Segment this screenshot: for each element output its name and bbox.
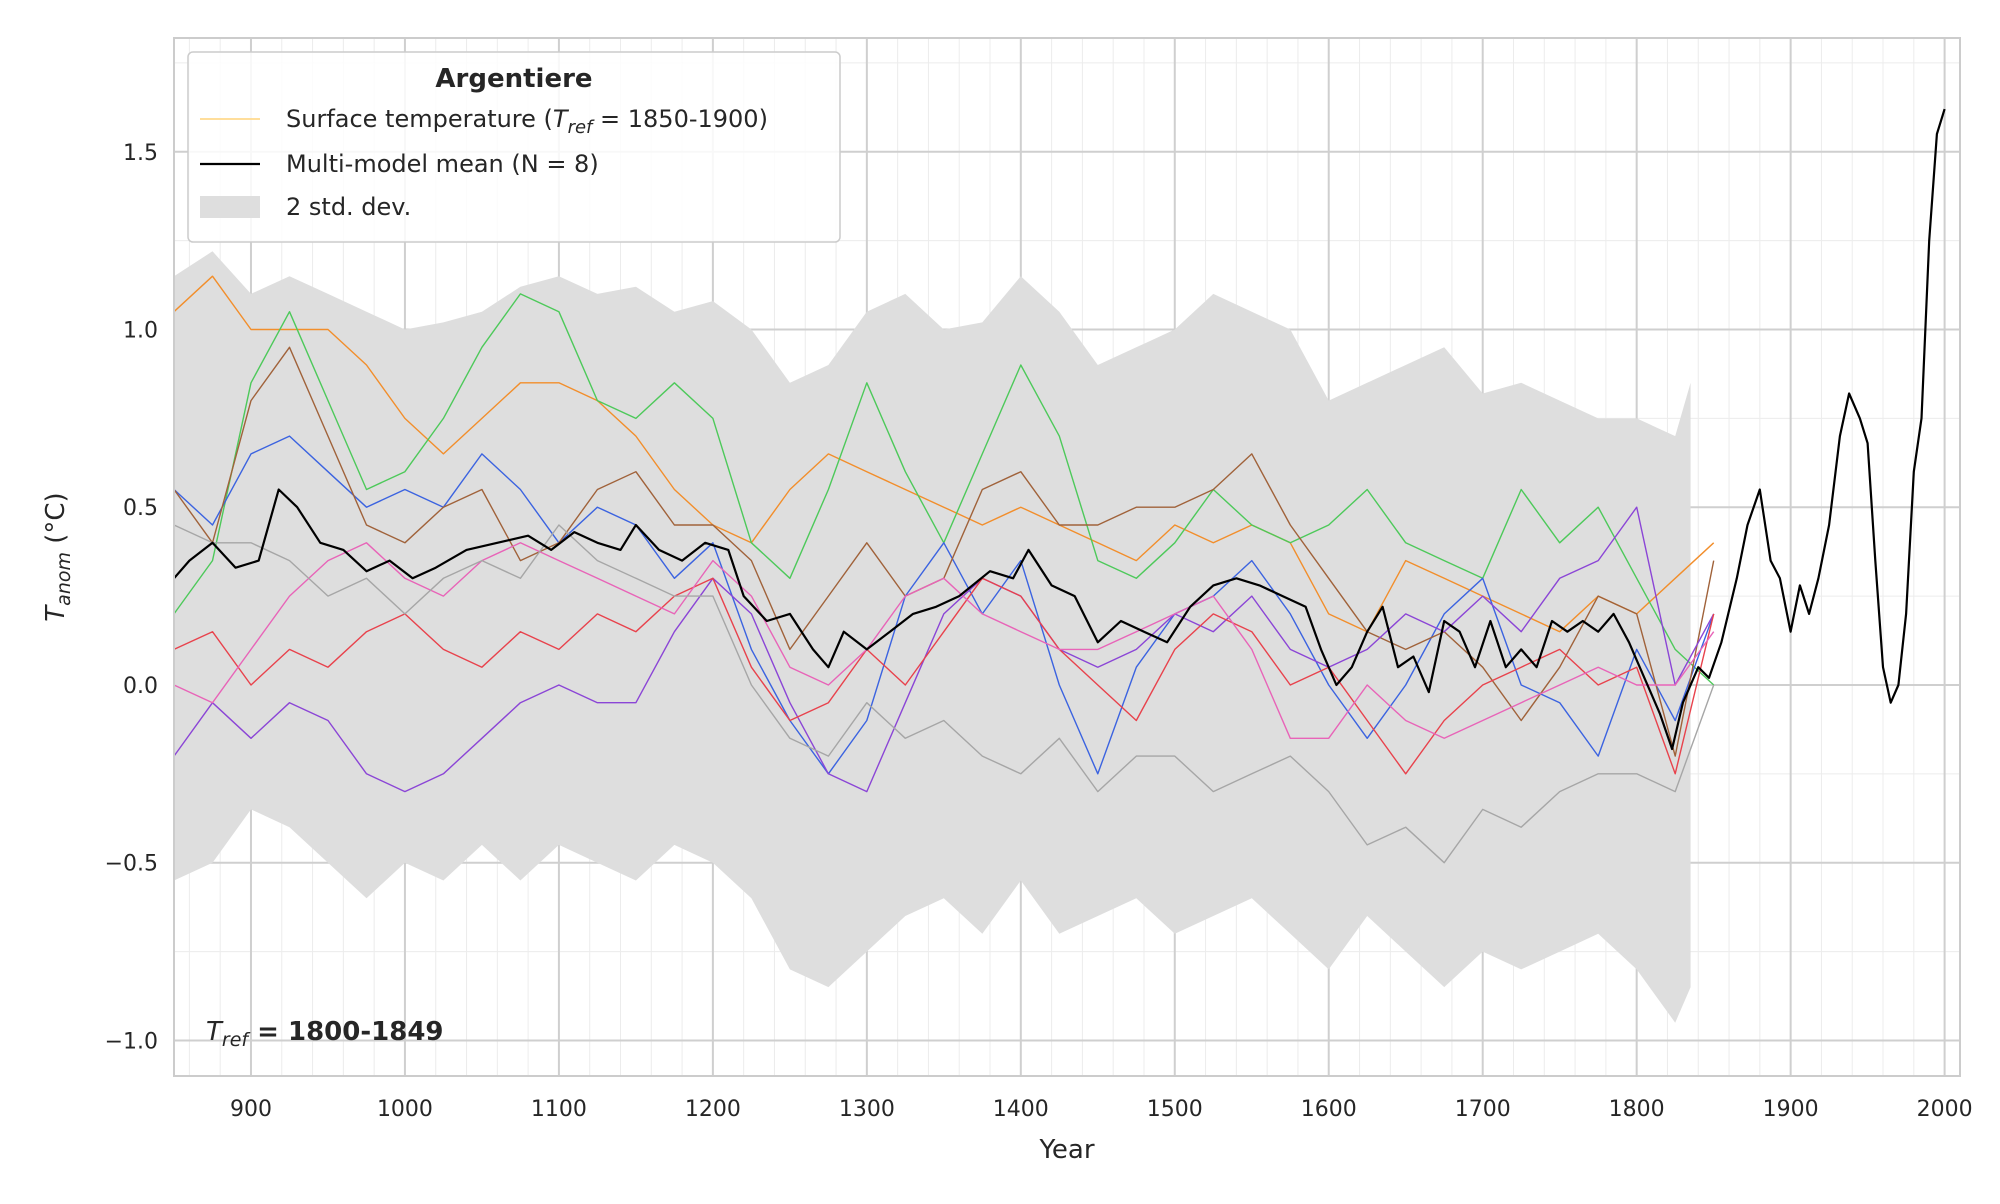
tref-annotation-period: = 1800-1849 bbox=[248, 1017, 443, 1047]
y-axis-label: Tanom (°C) bbox=[41, 492, 75, 621]
legend-label-surface-subscript: ref bbox=[568, 117, 595, 138]
legend-label-surface-symbol: T bbox=[553, 105, 570, 133]
legend: Argentiere Surface temperature (Tref = 1… bbox=[187, 51, 841, 243]
x-tick-label: 2000 bbox=[1917, 1097, 1973, 1122]
model-series-6 bbox=[173, 577, 1715, 775]
model-series-1 bbox=[173, 275, 1715, 633]
x-tick-label: 1800 bbox=[1609, 1097, 1665, 1122]
legend-label-surface-pre: Surface temperature ( bbox=[286, 105, 553, 133]
std-band-layer bbox=[174, 251, 1691, 1023]
y-axis-label-subscript: anom bbox=[53, 552, 75, 606]
x-tick-label: 1200 bbox=[685, 1097, 741, 1122]
legend-label-std-dev: 2 std. dev. bbox=[286, 193, 411, 221]
legend-title: Argentiere bbox=[435, 64, 592, 94]
legend-box bbox=[187, 51, 841, 243]
x-tick-label: 1500 bbox=[1147, 1097, 1203, 1122]
legend-swatch-std-dev bbox=[200, 196, 260, 218]
y-tick-label: −0.5 bbox=[105, 852, 158, 877]
x-tick-label: 1400 bbox=[993, 1097, 1049, 1122]
x-tick-label: 1900 bbox=[1763, 1097, 1819, 1122]
y-tick-labels: −1.0 −0.5 0.0 0.5 1.0 1.5 bbox=[105, 141, 158, 1055]
model-series-8 bbox=[173, 524, 1715, 864]
model-series-3 bbox=[173, 435, 1715, 775]
x-tick-label: 1700 bbox=[1455, 1097, 1511, 1122]
series-layer bbox=[173, 275, 1715, 864]
y-tick-label: −1.0 bbox=[105, 1029, 158, 1054]
mean-layer bbox=[173, 108, 1946, 751]
x-tick-label: 1000 bbox=[377, 1097, 433, 1122]
std-band bbox=[174, 251, 1691, 1023]
legend-label-multi-model-mean: Multi-model mean (N = 8) bbox=[286, 150, 599, 178]
y-tick-label: 0.0 bbox=[123, 674, 158, 699]
y-tick-label: 1.5 bbox=[123, 141, 158, 166]
tref-annotation-subscript: ref bbox=[222, 1029, 252, 1051]
legend-label-surface-temperature: Surface temperature (Tref = 1850-1900) bbox=[286, 105, 768, 138]
x-tick-label: 900 bbox=[230, 1097, 272, 1122]
model-series-5 bbox=[173, 506, 1715, 793]
x-axis-label: Year bbox=[1038, 1135, 1094, 1165]
y-axis-label-unit: (°C) bbox=[41, 492, 71, 552]
x-tick-label: 1100 bbox=[531, 1097, 587, 1122]
y-axis-label-symbol: T bbox=[41, 604, 71, 622]
plot-frame bbox=[173, 37, 1961, 1077]
tref-annotation: Tref = 1800-1849 bbox=[206, 1017, 444, 1051]
y-tick-label: 1.0 bbox=[123, 318, 158, 343]
y-tick-label: 0.5 bbox=[123, 496, 158, 521]
tref-annotation-symbol: T bbox=[206, 1017, 224, 1047]
x-tick-labels: 900 1000 1100 1200 1300 1400 1500 1600 1700 1800 1… bbox=[230, 1097, 1973, 1122]
x-tick-label: 1600 bbox=[1301, 1097, 1357, 1122]
multi-model-mean-line bbox=[173, 108, 1946, 751]
legend-label-surface-post: = 1850-1900) bbox=[592, 105, 768, 133]
x-tick-label: 1300 bbox=[839, 1097, 895, 1122]
